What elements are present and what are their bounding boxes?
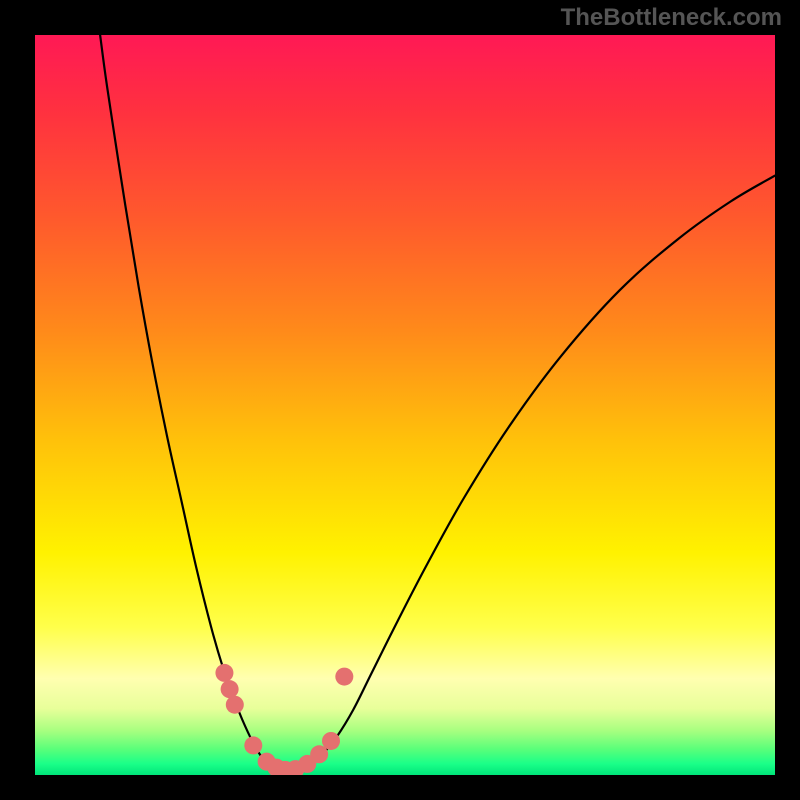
chart-container: TheBottleneck.com	[0, 0, 800, 800]
data-marker	[244, 736, 262, 754]
gradient-background	[35, 35, 775, 775]
data-marker	[335, 668, 353, 686]
plot-area	[35, 35, 775, 775]
data-marker	[226, 696, 244, 714]
data-marker	[322, 732, 340, 750]
watermark-text: TheBottleneck.com	[561, 4, 782, 32]
data-marker	[215, 664, 233, 682]
chart-svg	[35, 35, 775, 775]
data-marker	[221, 680, 239, 698]
